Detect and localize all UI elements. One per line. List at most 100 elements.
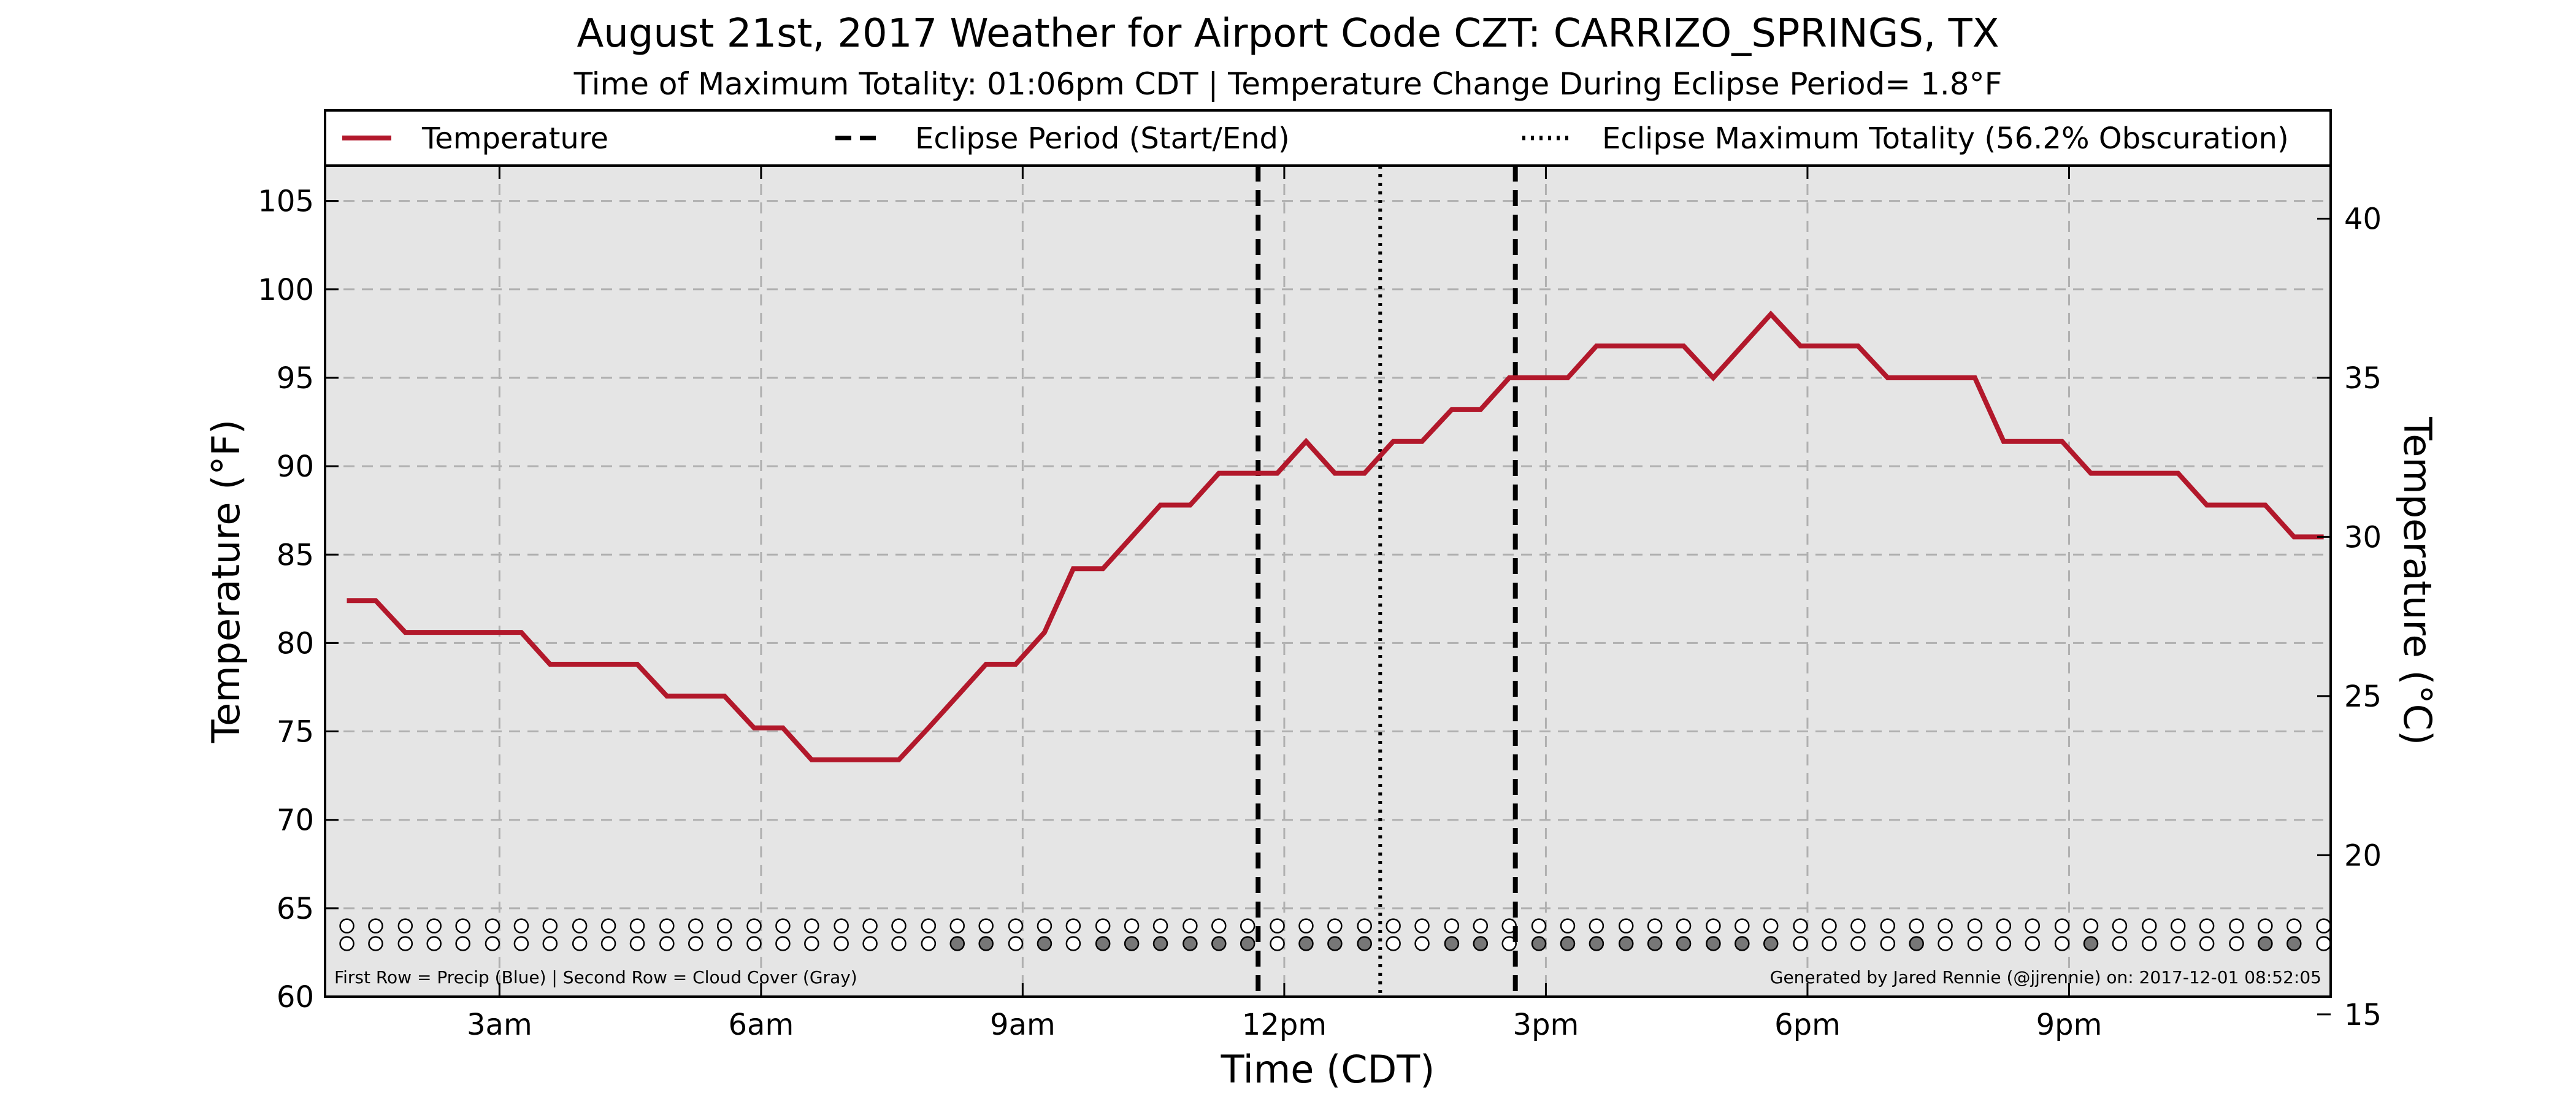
precip-marker: [1967, 918, 1983, 933]
precip-marker: [600, 918, 616, 933]
precip-marker: [1647, 918, 1663, 933]
plot-area: [325, 166, 2331, 997]
temperature-series-line: [347, 310, 2324, 762]
cloud-marker: [2316, 936, 2331, 951]
precip-marker: [688, 918, 703, 933]
x-tick-label: 12pm: [1242, 1008, 1327, 1042]
chart-subtitle: Time of Maximum Totality: 01:06pm CDT | …: [573, 66, 2003, 102]
credit-note: Generated by Jared Rennie (@jjrennie) on…: [1770, 967, 2321, 987]
precip-marker: [455, 918, 470, 933]
precip-marker: [1444, 918, 1460, 933]
cloud-marker: [1386, 936, 1401, 951]
precip-marker: [1909, 918, 1924, 933]
x-tick-label: 3am: [467, 1008, 532, 1042]
cloud-marker: [978, 936, 994, 951]
cloud-marker: [1676, 936, 1692, 951]
precip-marker: [1211, 918, 1227, 933]
cloud-marker: [1706, 936, 1721, 951]
cloud-marker: [600, 936, 616, 951]
precip-marker: [1850, 918, 1866, 933]
cloud-marker: [1793, 936, 1808, 951]
y-right-axis-label: Temperature (°C): [2395, 416, 2440, 745]
precip-marker: [1473, 918, 1489, 933]
y-tick-label: 65: [277, 892, 314, 926]
cloud-marker: [513, 936, 529, 951]
precip-marker: [542, 918, 558, 933]
y-tick-label: 80: [277, 626, 314, 661]
cloud-marker: [1647, 936, 1663, 951]
cloud-marker: [804, 936, 819, 951]
cloud-marker: [1967, 936, 1983, 951]
precip-marker: [1037, 918, 1052, 933]
cloud-marker: [1763, 936, 1779, 951]
precip-marker: [659, 918, 675, 933]
y-right-tick-label: 20: [2344, 838, 2382, 873]
y-right-tick-label: 30: [2344, 520, 2382, 554]
cloud-marker: [368, 936, 383, 951]
cloud-marker: [1270, 936, 1285, 951]
y-tick-label: 90: [277, 450, 314, 484]
cloud-marker: [1152, 936, 1168, 951]
precip-marker: [1414, 918, 1430, 933]
y-tick-label: 100: [258, 273, 314, 307]
precip-marker: [629, 918, 645, 933]
legend-note-rows: First Row = Precip (Blue) | Second Row =…: [334, 967, 857, 987]
cloud-marker: [2142, 936, 2157, 951]
precip-marker: [1938, 918, 1953, 933]
cloud-marker: [1008, 936, 1024, 951]
precip-marker: [1327, 918, 1343, 933]
cloud-marker: [1183, 936, 1198, 951]
precip-marker: [1240, 918, 1255, 933]
cloud-marker: [834, 936, 849, 951]
cloud-marker: [1414, 936, 1430, 951]
precip-marker: [804, 918, 819, 933]
precip-marker: [397, 918, 413, 933]
precip-marker: [1152, 918, 1168, 933]
precip-marker: [339, 918, 355, 933]
x-tick-label: 3pm: [1513, 1008, 1579, 1042]
precip-marker: [775, 918, 791, 933]
cloud-marker: [455, 936, 470, 951]
precip-marker: [1357, 918, 1372, 933]
x-tick-label: 6pm: [1774, 1008, 1841, 1042]
cloud-marker: [2025, 936, 2041, 951]
cloud-marker: [1501, 936, 1517, 951]
precip-marker: [368, 918, 383, 933]
cloud-marker: [775, 936, 791, 951]
cloud-marker: [862, 936, 878, 951]
precip-marker: [1386, 918, 1401, 933]
y-tick-label: 85: [277, 538, 314, 572]
cloud-marker: [659, 936, 675, 951]
cloud-marker: [1589, 936, 1604, 951]
cloud-marker: [1124, 936, 1140, 951]
legend-label: Eclipse Period (Start/End): [915, 121, 1290, 156]
cloud-marker: [397, 936, 413, 951]
precip-marker: [485, 918, 500, 933]
cloud-marker: [1240, 936, 1255, 951]
cloud-marker: [1909, 936, 1924, 951]
y-tick-label: 70: [277, 803, 314, 838]
y-right-tick-label: 15: [2344, 998, 2382, 1032]
precip-marker: [1531, 918, 1547, 933]
y-tick-label: 75: [277, 715, 314, 749]
cloud-marker: [1880, 936, 1896, 951]
cloud-marker: [716, 936, 732, 951]
y-axis-label: Temperature (°F): [204, 420, 248, 743]
y-tick-label: 60: [277, 980, 314, 1014]
precip-marker: [426, 918, 442, 933]
precip-marker: [1589, 918, 1604, 933]
cloud-marker: [1298, 936, 1314, 951]
cloud-marker: [1065, 936, 1081, 951]
precip-marker: [1095, 918, 1111, 933]
precip-marker: [1124, 918, 1140, 933]
precip-marker: [1270, 918, 1285, 933]
chart-title: August 21st, 2017 Weather for Airport Co…: [577, 11, 1999, 56]
x-axis-label: Time (CDT): [1221, 1047, 1435, 1092]
cloud-marker: [746, 936, 762, 951]
y-tick-label: 105: [258, 185, 314, 219]
precip-marker: [2229, 918, 2244, 933]
cloud-marker: [629, 936, 645, 951]
precip-marker: [2142, 918, 2157, 933]
precip-marker: [572, 918, 588, 933]
precip-marker: [921, 918, 937, 933]
